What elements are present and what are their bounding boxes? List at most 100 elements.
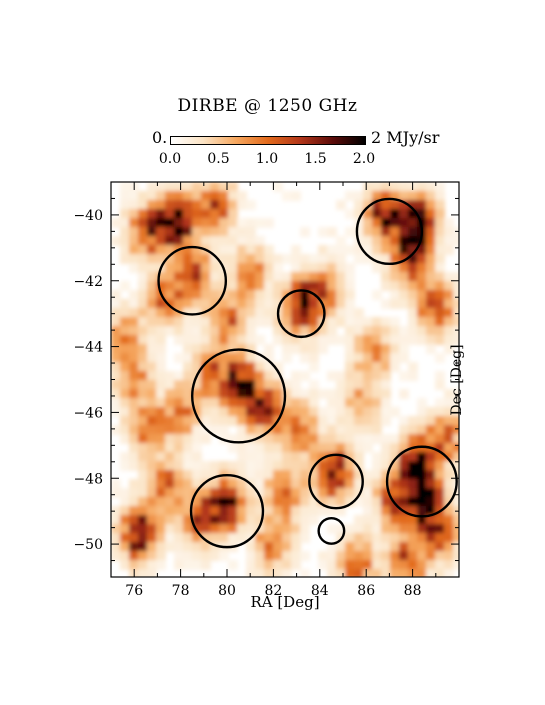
emission-pixel xyxy=(453,299,459,309)
emission-pixel xyxy=(390,326,400,336)
emission-pixel xyxy=(138,281,148,291)
emission-pixel xyxy=(426,191,436,201)
emission-pixel xyxy=(372,515,382,525)
emission-pixel xyxy=(210,209,220,219)
emission-pixel xyxy=(309,443,319,453)
emission-pixel xyxy=(426,416,436,426)
emission-pixel xyxy=(309,272,319,282)
emission-pixel xyxy=(192,479,202,489)
emission-pixel xyxy=(327,389,337,399)
emission-pixel xyxy=(309,326,319,336)
emission-pixel xyxy=(174,317,184,327)
emission-pixel xyxy=(201,533,211,543)
emission-pixel xyxy=(300,479,310,489)
emission-pixel xyxy=(309,335,319,345)
emission-pixel xyxy=(165,236,175,246)
emission-pixel xyxy=(309,299,319,309)
emission-pixel xyxy=(426,227,436,237)
emission-pixel xyxy=(318,407,328,417)
emission-pixel xyxy=(219,524,229,534)
emission-pixel xyxy=(336,506,346,516)
emission-pixel xyxy=(147,209,157,219)
emission-pixel xyxy=(219,227,229,237)
emission-pixel xyxy=(201,479,211,489)
emission-pixel xyxy=(300,443,310,453)
emission-pixel xyxy=(192,353,202,363)
emission-pixel xyxy=(120,461,130,471)
emission-pixel xyxy=(138,551,148,561)
emission-pixel xyxy=(381,281,391,291)
emission-pixel xyxy=(327,263,337,273)
emission-pixel xyxy=(219,200,229,210)
emission-pixel xyxy=(363,182,373,192)
emission-pixel xyxy=(138,245,148,255)
emission-pixel xyxy=(120,452,130,462)
emission-pixel xyxy=(237,461,247,471)
emission-pixel xyxy=(372,254,382,264)
emission-pixel xyxy=(327,317,337,327)
emission-pixel xyxy=(192,452,202,462)
emission-pixel xyxy=(201,299,211,309)
emission-pixel xyxy=(417,272,427,282)
x-tick-label: 84 xyxy=(311,583,329,599)
emission-pixel xyxy=(318,416,328,426)
emission-pixel xyxy=(228,191,238,201)
emission-pixel xyxy=(291,497,301,507)
emission-pixel xyxy=(147,551,157,561)
emission-pixel xyxy=(183,542,193,552)
emission-pixel xyxy=(210,344,220,354)
emission-pixel xyxy=(372,452,382,462)
emission-pixel xyxy=(453,389,459,399)
emission-pixel xyxy=(138,488,148,498)
emission-pixel xyxy=(192,254,202,264)
region-circles xyxy=(157,197,458,549)
emission-pixel xyxy=(219,254,229,264)
emission-pixel xyxy=(318,254,328,264)
emission-pixel xyxy=(444,551,454,561)
emission-pixel xyxy=(327,407,337,417)
emission-pixel xyxy=(381,344,391,354)
emission-pixel xyxy=(201,416,211,426)
emission-pixel xyxy=(435,560,445,570)
emission-pixel xyxy=(201,434,211,444)
emission-pixel xyxy=(399,272,409,282)
emission-pixel xyxy=(255,299,265,309)
emission-pixel xyxy=(237,317,247,327)
emission-pixel xyxy=(255,425,265,435)
emission-pixel xyxy=(309,434,319,444)
emission-pixel xyxy=(165,380,175,390)
emission-pixel xyxy=(381,416,391,426)
emission-pixel xyxy=(372,344,382,354)
emission-pixel xyxy=(255,551,265,561)
emission-pixel xyxy=(174,560,184,570)
emission-pixel xyxy=(390,506,400,516)
emission-pixel xyxy=(237,515,247,525)
emission-pixel xyxy=(408,416,418,426)
emission-pixel xyxy=(237,353,247,363)
emission-pixel xyxy=(399,200,409,210)
emission-pixel xyxy=(426,560,436,570)
emission-pixel xyxy=(147,371,157,381)
emission-pixel xyxy=(165,191,175,201)
emission-pixel xyxy=(210,389,220,399)
emission-pixel xyxy=(138,479,148,489)
emission-pixel xyxy=(147,182,157,192)
emission-pixel xyxy=(363,191,373,201)
emission-pixel xyxy=(399,236,409,246)
emission-pixel xyxy=(174,461,184,471)
emission-pixel xyxy=(435,461,445,471)
emission-pixel xyxy=(417,281,427,291)
emission-pixel xyxy=(129,308,139,318)
emission-pixel xyxy=(183,218,193,228)
emission-pixel xyxy=(372,326,382,336)
emission-pixel xyxy=(318,425,328,435)
emission-pixel xyxy=(255,218,265,228)
emission-pixel xyxy=(210,533,220,543)
emission-pixel xyxy=(354,569,364,577)
emission-pixel xyxy=(399,281,409,291)
emission-pixel xyxy=(192,317,202,327)
emission-pixel xyxy=(147,236,157,246)
emission-pixel xyxy=(219,551,229,561)
emission-pixel xyxy=(255,443,265,453)
emission-pixel xyxy=(165,245,175,255)
